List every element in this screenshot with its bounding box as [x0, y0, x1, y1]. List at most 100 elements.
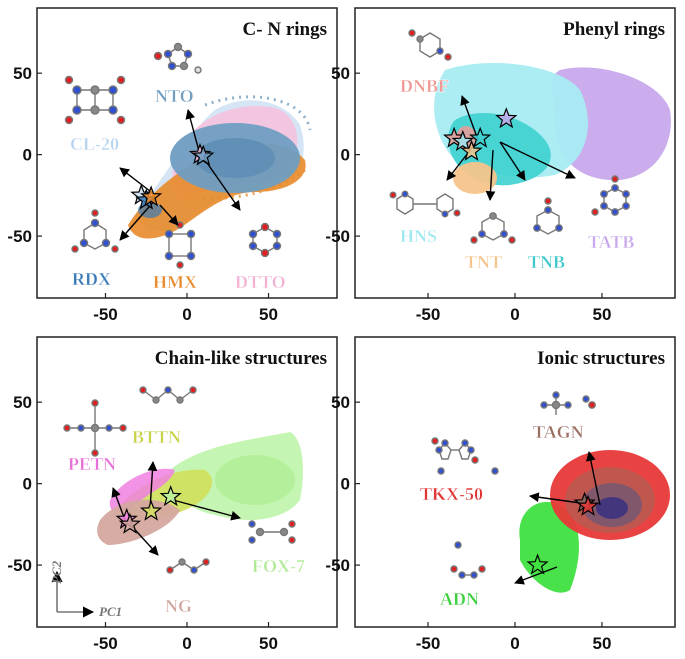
x-tick-label: 50 [592, 305, 611, 324]
y-tick-label: -50 [7, 227, 32, 246]
x-tick-label: 0 [510, 634, 519, 653]
panel-overlay-3: Chain-like structures -50 0 50 50 0 -50 PETN BTT… [7, 336, 338, 653]
molecule-label-hns: HNS [400, 226, 437, 246]
molecule-cl20 [64, 75, 126, 125]
x-tick-label: 0 [510, 305, 519, 324]
pc1-label: PC1 [99, 604, 122, 619]
scatter-clouds [519, 450, 670, 593]
star-marker-tkx-50 [576, 494, 600, 516]
panel-title: C- N rings [243, 19, 327, 40]
pointer-arrow [514, 566, 558, 585]
star-marker-tnb [469, 126, 492, 148]
molecule-label-fox-7: FOX-7 [252, 556, 305, 576]
star-marker-adn [526, 553, 549, 575]
x-tick-label: 0 [182, 305, 191, 324]
cloud-nto-core [195, 138, 275, 178]
cloud-tagn-core [596, 497, 628, 519]
molecule-dnbf [408, 29, 452, 61]
molecule-fox7 [248, 520, 296, 544]
molecule-label-petn: PETN [68, 454, 116, 474]
star-marker-nto [192, 144, 215, 166]
cloud-petn [109, 468, 175, 512]
x-tick-label: 50 [592, 634, 611, 653]
pointer-arrow [499, 141, 526, 181]
pointer-arrow [159, 204, 179, 226]
molecule-nto [153, 42, 202, 74]
molecule-label-tnb: TNB [528, 252, 565, 272]
molecule-label-tagn: TAGN [533, 422, 584, 442]
molecule-adn [450, 541, 486, 579]
pointer-arrow [585, 451, 601, 506]
molecule-label-nto: NTO [155, 86, 194, 106]
molecule-tkx50 [431, 437, 499, 475]
y-tick-label: -50 [7, 556, 32, 575]
molecule-bttn [139, 386, 197, 404]
panel-ionic [519, 450, 670, 593]
star-marker-bttn [139, 499, 163, 521]
panel-phenyl-rings [434, 62, 671, 194]
molecule-label-bttn: BTTN [132, 427, 181, 447]
star-marker-fox-7 [159, 485, 182, 507]
scatter-clouds [128, 95, 312, 239]
panel-overlay-4: Ionic structures -50 0 50 50 0 -50 TAGN TKX-50 AD… [325, 336, 676, 653]
y-tick-label: -50 [325, 227, 350, 246]
pointer-arrow [204, 159, 241, 211]
molecule-label-tatb: TATB [588, 232, 634, 252]
molecule-hns [389, 190, 461, 218]
star-marker-tnt [460, 139, 483, 161]
y-tick-label: 50 [13, 393, 32, 412]
pointer-arrow [111, 487, 126, 521]
cloud-tnt [453, 162, 497, 194]
y-tick-label: 0 [341, 475, 350, 494]
x-tick-label: 50 [259, 634, 278, 653]
molecule-petn [63, 399, 127, 457]
cloud-fox7-core [215, 455, 295, 505]
panel-cn-rings [128, 95, 312, 239]
molecule-rdx [71, 209, 119, 253]
pointer-arrow [119, 167, 156, 196]
y-tick-label: 50 [331, 393, 350, 412]
molecule-label-dnbf: DNBF [400, 76, 449, 96]
molecule-illustrations [63, 29, 630, 579]
panel-title: Ionic structures [537, 348, 665, 369]
panel-overlay-2: Phenyl rings -50 0 50 50 0 -50 DNBF HNS TNT TNB TAT… [325, 7, 676, 324]
molecule-label-tkx-50: TKX-50 [420, 484, 483, 504]
star-marker-tatb [495, 107, 518, 129]
panel-title: Phenyl rings [563, 19, 665, 40]
molecule-tnb [533, 197, 563, 235]
x-tick-label: -50 [93, 305, 118, 324]
y-tick-label: 50 [13, 64, 32, 83]
molecule-dtto [248, 222, 282, 258]
x-tick-label: -50 [416, 305, 441, 324]
molecule-label-dtto: DTTO [235, 272, 286, 292]
molecule-label-adn: ADN [440, 589, 479, 609]
y-tick-label: 50 [331, 64, 350, 83]
star-marker-ng [118, 512, 142, 534]
pointer-arrow [460, 95, 479, 141]
star-marker-hns [451, 129, 474, 152]
x-tick-label: -50 [416, 634, 441, 653]
x-tick-label: -50 [93, 634, 118, 653]
x-tick-label: 50 [259, 305, 278, 324]
pointer-arrow [499, 141, 576, 179]
pointer-arrow [172, 499, 241, 521]
scatter-clouds [434, 62, 671, 194]
panel-title: Chain-like structures [155, 348, 327, 369]
pointer-arrow [185, 109, 201, 156]
molecule-tnt [470, 212, 516, 244]
molecule-label-rdx: RDX [72, 269, 111, 289]
cloud-edge-dots [204, 95, 312, 131]
molecule-tagn [540, 391, 596, 415]
chart-dynamic-layer: C- N rings -50 0 50 50 0 -50 CL-20 NTO RDX HMX DTTO… [7, 7, 676, 653]
y-tick-label: 0 [341, 146, 350, 165]
pc2-label: PC2 [49, 560, 64, 584]
molecule-label-ng: NG [165, 596, 192, 616]
molecule-label-tnt: TNT [465, 252, 502, 272]
molecule-tatb [591, 175, 630, 216]
star-marker-hmx [139, 185, 163, 207]
molecule-label-hmx: HMX [153, 272, 197, 292]
y-tick-label: -50 [325, 556, 350, 575]
molecule-ng [166, 558, 210, 574]
y-tick-label: 0 [23, 475, 32, 494]
